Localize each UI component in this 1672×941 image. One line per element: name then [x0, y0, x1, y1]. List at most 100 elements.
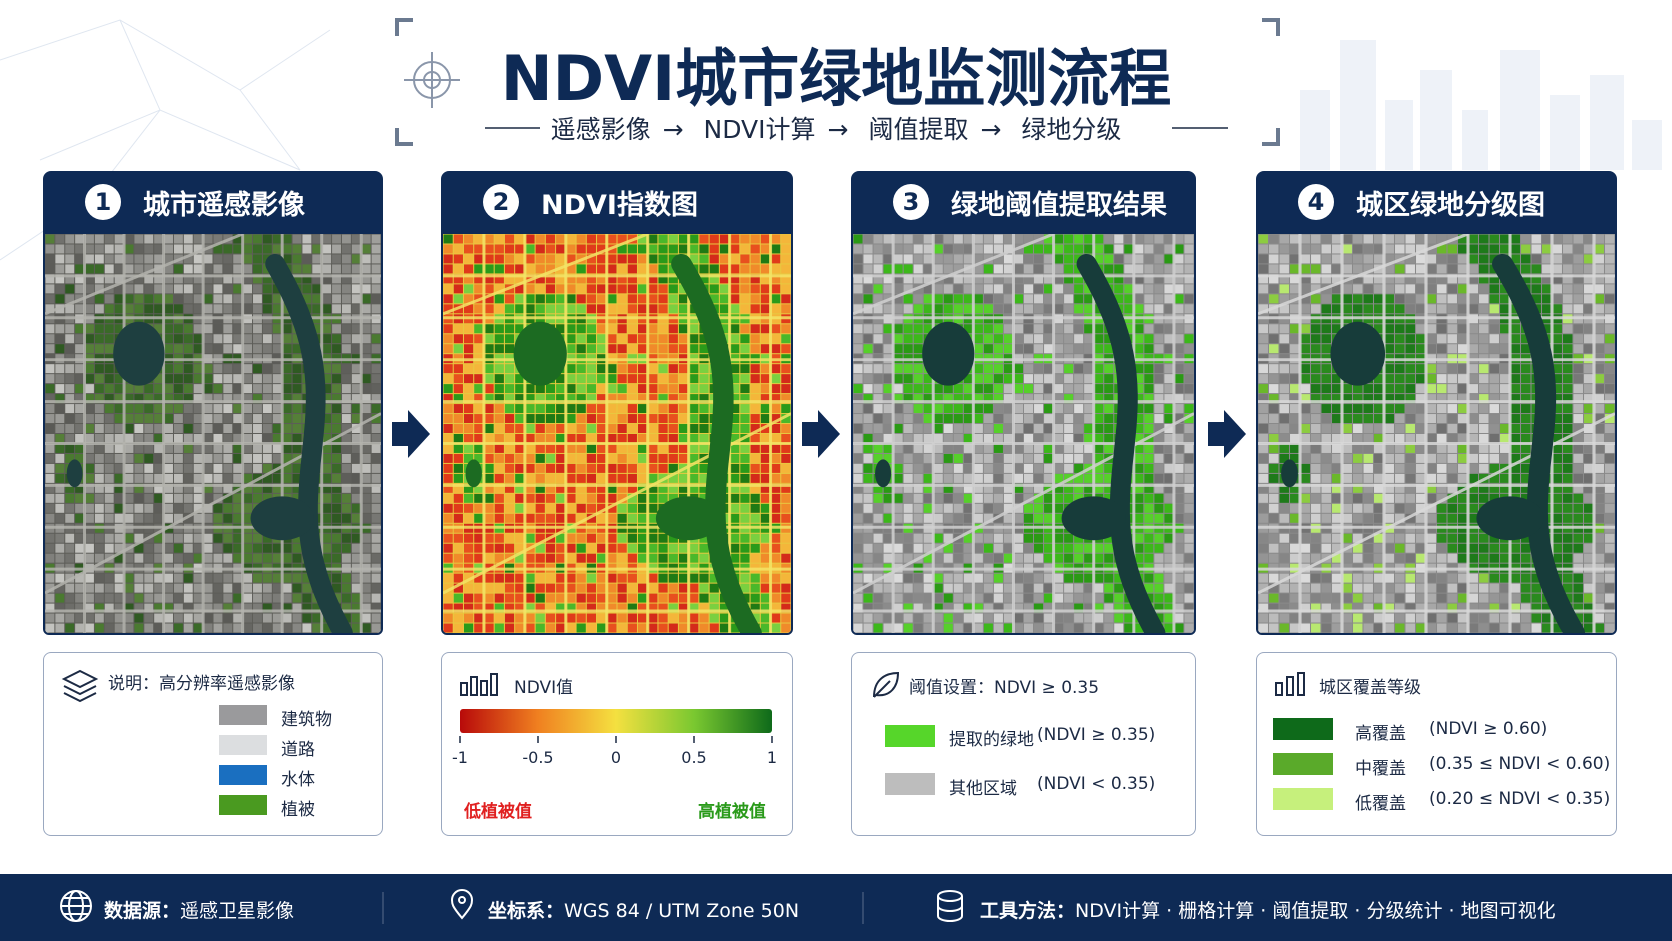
- vegetation-tile: [923, 394, 933, 404]
- building-tile: [75, 374, 85, 384]
- building-tile: [576, 503, 586, 513]
- step-number: 4: [1298, 184, 1334, 220]
- building-tile: [474, 603, 484, 613]
- building-tile: [963, 513, 973, 523]
- building-tile: [771, 613, 781, 623]
- building-tile: [953, 543, 963, 553]
- building-tile: [1269, 334, 1279, 344]
- building-tile: [1458, 294, 1468, 304]
- vegetation-tile: [953, 294, 963, 304]
- vegetation-tile: [203, 294, 213, 304]
- building-tile: [1584, 364, 1594, 374]
- vegetation-tile: [699, 473, 709, 483]
- vegetation-tile: [1384, 324, 1394, 334]
- building-tile: [1563, 274, 1573, 284]
- building-tile: [1605, 433, 1615, 443]
- building-tile: [781, 483, 791, 493]
- building-tile: [771, 424, 781, 434]
- building-tile: [699, 623, 709, 633]
- building-tile: [1164, 463, 1174, 473]
- building-tile: [243, 394, 253, 404]
- vegetation-tile: [1104, 473, 1114, 483]
- building-tile: [1426, 433, 1436, 443]
- building-tile: [233, 304, 243, 314]
- vegetation-tile: [282, 254, 292, 264]
- building-tile: [1353, 264, 1363, 274]
- building-tile: [566, 234, 576, 244]
- vegetation-tile: [993, 324, 1003, 334]
- building-tile: [75, 234, 85, 244]
- building-tile: [1024, 433, 1034, 443]
- building-tile: [144, 573, 154, 583]
- building-tile: [1154, 244, 1164, 254]
- building-tile: [253, 344, 262, 354]
- building-tile: [1279, 394, 1289, 404]
- building-tile: [1479, 453, 1489, 463]
- building-tile: [164, 553, 173, 563]
- building-tile: [750, 414, 760, 424]
- vegetation-tile: [689, 573, 699, 583]
- building-tile: [1290, 334, 1300, 344]
- vegetation-tile: [973, 364, 983, 374]
- building-tile: [973, 573, 983, 583]
- building-tile: [94, 404, 104, 414]
- building-tile: [494, 573, 504, 583]
- building-tile: [576, 603, 586, 613]
- building-tile: [943, 264, 953, 274]
- vegetation-tile: [302, 284, 312, 294]
- vegetation-tile: [272, 294, 282, 304]
- building-tile: [545, 493, 556, 503]
- vegetation-tile: [535, 543, 545, 553]
- vegetation-tile: [771, 294, 781, 304]
- vegetation-tile: [272, 433, 282, 443]
- vegetation-tile: [566, 344, 576, 354]
- building-tile: [114, 463, 124, 473]
- building-tile: [586, 503, 597, 513]
- building-tile: [1154, 304, 1164, 314]
- building-tile: [341, 244, 351, 254]
- vegetation-tile: [566, 404, 576, 414]
- step-number: 2: [483, 184, 519, 220]
- building-tile: [576, 473, 586, 483]
- vegetation-tile: [94, 374, 104, 384]
- building-tile: [144, 244, 154, 254]
- building-tile: [658, 384, 668, 394]
- vegetation-tile: [953, 384, 963, 394]
- vegetation-tile: [1563, 404, 1573, 414]
- building-tile: [341, 344, 351, 354]
- vegetation-tile: [1074, 573, 1084, 583]
- building-tile: [607, 613, 617, 623]
- vegetation-tile: [85, 344, 94, 354]
- building-tile: [983, 573, 993, 583]
- vegetation-tile: [282, 244, 292, 254]
- building-tile: [94, 424, 104, 434]
- building-tile: [1044, 384, 1054, 394]
- road: [45, 234, 244, 316]
- vegetation-tile: [233, 593, 243, 603]
- building-tile: [1003, 533, 1013, 543]
- building-tile: [1447, 433, 1457, 443]
- building-tile: [1054, 414, 1064, 424]
- building-tile: [351, 234, 361, 244]
- vegetation-tile: [963, 384, 973, 394]
- building-tile: [1363, 264, 1373, 274]
- vegetation-tile: [504, 364, 515, 374]
- building-tile: [1003, 384, 1013, 394]
- building-tile: [233, 324, 243, 334]
- building-tile: [154, 503, 164, 513]
- vegetation-tile: [1094, 344, 1104, 354]
- building-tile: [1064, 453, 1074, 463]
- building-tile: [963, 473, 973, 483]
- vegetation-tile: [104, 304, 114, 314]
- building-tile: [371, 583, 381, 593]
- building-tile: [1489, 414, 1499, 424]
- building-tile: [85, 384, 94, 394]
- building-tile: [658, 324, 668, 334]
- vegetation-tile: [607, 384, 617, 394]
- vegetation-tile: [494, 344, 504, 354]
- building-tile: [154, 244, 164, 254]
- vegetation-tile: [525, 603, 535, 613]
- vegetation-tile: [144, 394, 154, 404]
- building-tile: [1003, 414, 1013, 424]
- building-tile: [781, 613, 791, 623]
